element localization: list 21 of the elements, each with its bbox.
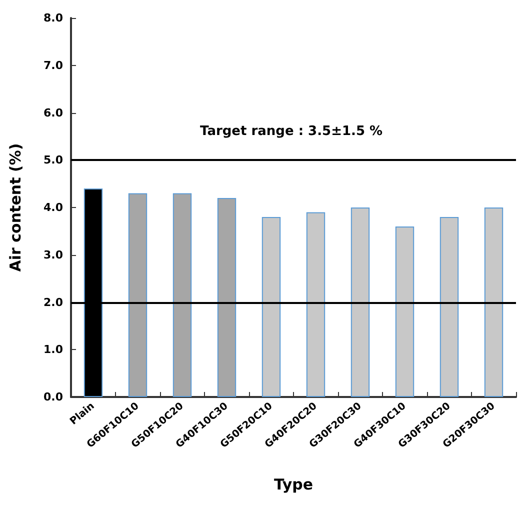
y-tick-label: 6.0 [44, 106, 64, 120]
bar [484, 208, 504, 397]
bar [350, 208, 370, 397]
bar [262, 216, 281, 397]
y-tick-label: 2.0 [44, 296, 64, 309]
bar [306, 212, 326, 397]
y-tick-label: 0.0 [44, 390, 64, 404]
bar [128, 193, 148, 397]
annotation: Target range : 3.5±1.5 % [200, 124, 383, 139]
y-tick-label: 1.0 [44, 343, 64, 356]
y-tick-label: 5.0 [44, 154, 64, 167]
bar [172, 193, 192, 397]
bar [217, 198, 236, 397]
y-tick-label: 8.0 [44, 12, 64, 24]
y-axis-title: Air content (%) [6, 143, 24, 272]
bar [440, 216, 459, 397]
y-tick-label: 7.0 [44, 58, 64, 72]
bar [395, 226, 414, 397]
y-tick-label: 3.0 [44, 248, 64, 262]
x-axis-title: Type [274, 476, 314, 494]
y-tick-label: 4.0 [44, 201, 64, 214]
